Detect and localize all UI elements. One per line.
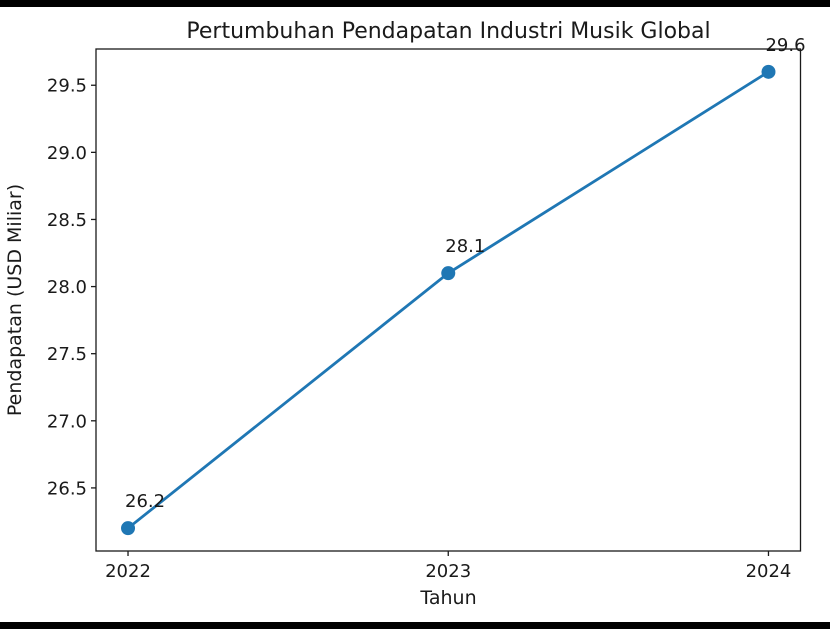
y-tick-label: 29.5 xyxy=(47,76,87,97)
y-axis-ticks: 26.5 27.0 27.5 28.0 28.5 29.0 29.5 xyxy=(47,76,96,499)
bottom-black-bar xyxy=(0,622,830,629)
point-annotations-group: 26.2 28.1 29.6 xyxy=(125,35,806,512)
data-line xyxy=(126,70,770,530)
x-tick-label: 2024 xyxy=(746,561,792,582)
y-tick-label: 27.5 xyxy=(47,344,87,365)
top-black-bar xyxy=(0,0,830,7)
y-tick-label: 27.0 xyxy=(47,411,87,432)
y-tick-label: 28.5 xyxy=(47,210,87,231)
point-value-label: 29.6 xyxy=(765,35,805,56)
point-value-label: 28.1 xyxy=(445,236,485,257)
data-line-group xyxy=(126,70,770,530)
y-tick-label: 26.5 xyxy=(47,478,87,499)
y-tick-label: 29.0 xyxy=(47,143,87,164)
x-tick-label: 2023 xyxy=(425,561,471,582)
x-tick-label: 2022 xyxy=(105,561,151,582)
data-point-marker xyxy=(441,266,456,281)
data-points-group xyxy=(121,64,776,536)
data-point-marker xyxy=(121,521,136,536)
y-axis-label: Pendapatan (USD Miliar) xyxy=(4,184,26,416)
plot-frame xyxy=(95,48,802,552)
data-point-marker xyxy=(761,64,776,79)
chart-title: Pertumbuhan Pendapatan Industri Musik Gl… xyxy=(186,19,710,44)
x-axis-ticks: 2022 2023 2024 xyxy=(105,551,791,582)
x-axis-label: Tahun xyxy=(419,587,476,609)
point-value-label: 26.2 xyxy=(125,491,165,512)
y-tick-label: 28.0 xyxy=(47,277,87,298)
